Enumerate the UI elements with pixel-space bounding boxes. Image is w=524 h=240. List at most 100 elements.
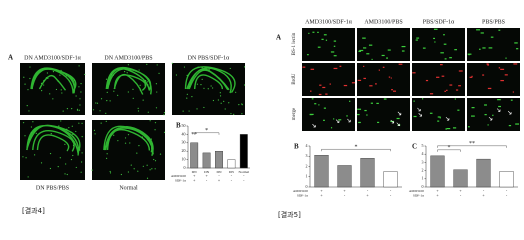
stain-dot bbox=[171, 62, 173, 64]
stain-dot bbox=[182, 110, 184, 112]
condition-name: SDF-1α bbox=[175, 178, 186, 182]
caption: [결과4] bbox=[22, 206, 45, 215]
condition-sign: + bbox=[218, 177, 221, 182]
stain-dot bbox=[333, 55, 337, 57]
condition-sign: + bbox=[436, 192, 439, 197]
column-label: AMD3100/SDF-1α bbox=[305, 19, 353, 25]
stain-dot bbox=[200, 84, 202, 86]
stain-dot bbox=[329, 83, 331, 85]
stain-dot bbox=[437, 116, 441, 118]
stain-dot bbox=[311, 98, 314, 100]
stain-dot bbox=[110, 73, 113, 76]
significance-bracket bbox=[321, 149, 391, 152]
stain-dot bbox=[338, 119, 342, 121]
stain-dot bbox=[454, 98, 456, 100]
stain-dot bbox=[75, 130, 77, 133]
stain-dot bbox=[515, 123, 520, 125]
stain-dot bbox=[471, 107, 475, 109]
stain-dot bbox=[422, 98, 424, 100]
stain-dot bbox=[49, 152, 52, 155]
stain-dot bbox=[325, 39, 328, 41]
stain-dot bbox=[490, 36, 494, 38]
stain-dot bbox=[35, 132, 37, 134]
stain-dot bbox=[146, 63, 148, 65]
x-tick-label: DN bbox=[192, 170, 198, 174]
stain-dot bbox=[49, 167, 52, 170]
stain-dot bbox=[147, 111, 149, 113]
stain-dot bbox=[109, 172, 112, 174]
stain-dot bbox=[497, 99, 501, 101]
stain-dot bbox=[458, 85, 461, 87]
stain-dot bbox=[138, 145, 140, 147]
condition-name: SDF-1α bbox=[297, 193, 308, 197]
stain-dot bbox=[436, 76, 440, 78]
y-tick-label: 20 bbox=[182, 148, 186, 153]
micrograph bbox=[412, 98, 465, 131]
stain-dot bbox=[99, 110, 101, 112]
stain-dot bbox=[64, 173, 66, 175]
stain-dot bbox=[154, 122, 157, 124]
stain-dot bbox=[358, 121, 361, 124]
stain-dot bbox=[81, 122, 83, 124]
stain-dot bbox=[94, 133, 96, 135]
stain-dot bbox=[488, 47, 493, 49]
stain-dot bbox=[330, 51, 335, 53]
condition-sign: + bbox=[343, 188, 346, 193]
stain-dot bbox=[159, 153, 162, 155]
stain-dot bbox=[59, 74, 61, 76]
stain-dot bbox=[439, 117, 441, 119]
stain-dot bbox=[349, 100, 351, 102]
stain-dot bbox=[445, 128, 448, 130]
stain-dot bbox=[66, 108, 69, 110]
stain-dot bbox=[478, 48, 481, 50]
stain-dot bbox=[362, 37, 366, 39]
stain-dot bbox=[433, 28, 438, 30]
stain-dot bbox=[65, 75, 67, 77]
stain-dot bbox=[71, 108, 73, 110]
stain-dot bbox=[70, 158, 73, 161]
stain-dot bbox=[458, 70, 463, 72]
stain-dot bbox=[29, 66, 31, 68]
condition-sign: + bbox=[205, 173, 208, 178]
stain-dot bbox=[105, 120, 107, 123]
stain-dot bbox=[318, 93, 322, 96]
micrograph bbox=[302, 63, 355, 96]
stain-dot bbox=[28, 110, 30, 112]
vessel-stain bbox=[184, 66, 236, 94]
stain-dot bbox=[333, 40, 337, 42]
condition-name: AMD3100 bbox=[171, 174, 186, 178]
stain-dot bbox=[22, 156, 24, 158]
stain-dot bbox=[76, 109, 79, 111]
micrograph bbox=[467, 63, 520, 96]
stain-dot bbox=[454, 49, 457, 51]
stain-dot bbox=[100, 98, 103, 100]
y-tick-label: 3 bbox=[306, 153, 308, 158]
arrow bbox=[347, 118, 351, 123]
stain-dot bbox=[78, 122, 80, 124]
stain-dot bbox=[26, 104, 28, 107]
significance-bracket bbox=[194, 132, 220, 135]
stain-dot bbox=[376, 102, 379, 105]
y-tick-label: 4 bbox=[422, 151, 424, 156]
stain-dot bbox=[80, 171, 82, 173]
stain-dot bbox=[201, 78, 203, 80]
stain-dot bbox=[149, 169, 151, 171]
condition-sign: + bbox=[193, 177, 196, 182]
bar bbox=[314, 155, 329, 188]
stain-dot bbox=[219, 92, 221, 94]
condition-sign: + bbox=[320, 192, 323, 197]
stain-dot bbox=[319, 84, 322, 86]
y-tick-label: 0 bbox=[184, 165, 186, 170]
stain-dot bbox=[81, 136, 83, 138]
stain-dot bbox=[73, 79, 76, 81]
stain-dot bbox=[413, 115, 417, 118]
stain-dot bbox=[201, 67, 203, 69]
condition-sign: - bbox=[390, 192, 392, 197]
stain-dot bbox=[79, 104, 81, 106]
stain-dot bbox=[310, 90, 312, 92]
stain-dot bbox=[437, 120, 440, 122]
micrograph bbox=[20, 120, 85, 180]
stain-dot bbox=[30, 132, 32, 134]
stain-dot bbox=[129, 142, 131, 144]
y-tick-label: 30 bbox=[182, 140, 186, 145]
